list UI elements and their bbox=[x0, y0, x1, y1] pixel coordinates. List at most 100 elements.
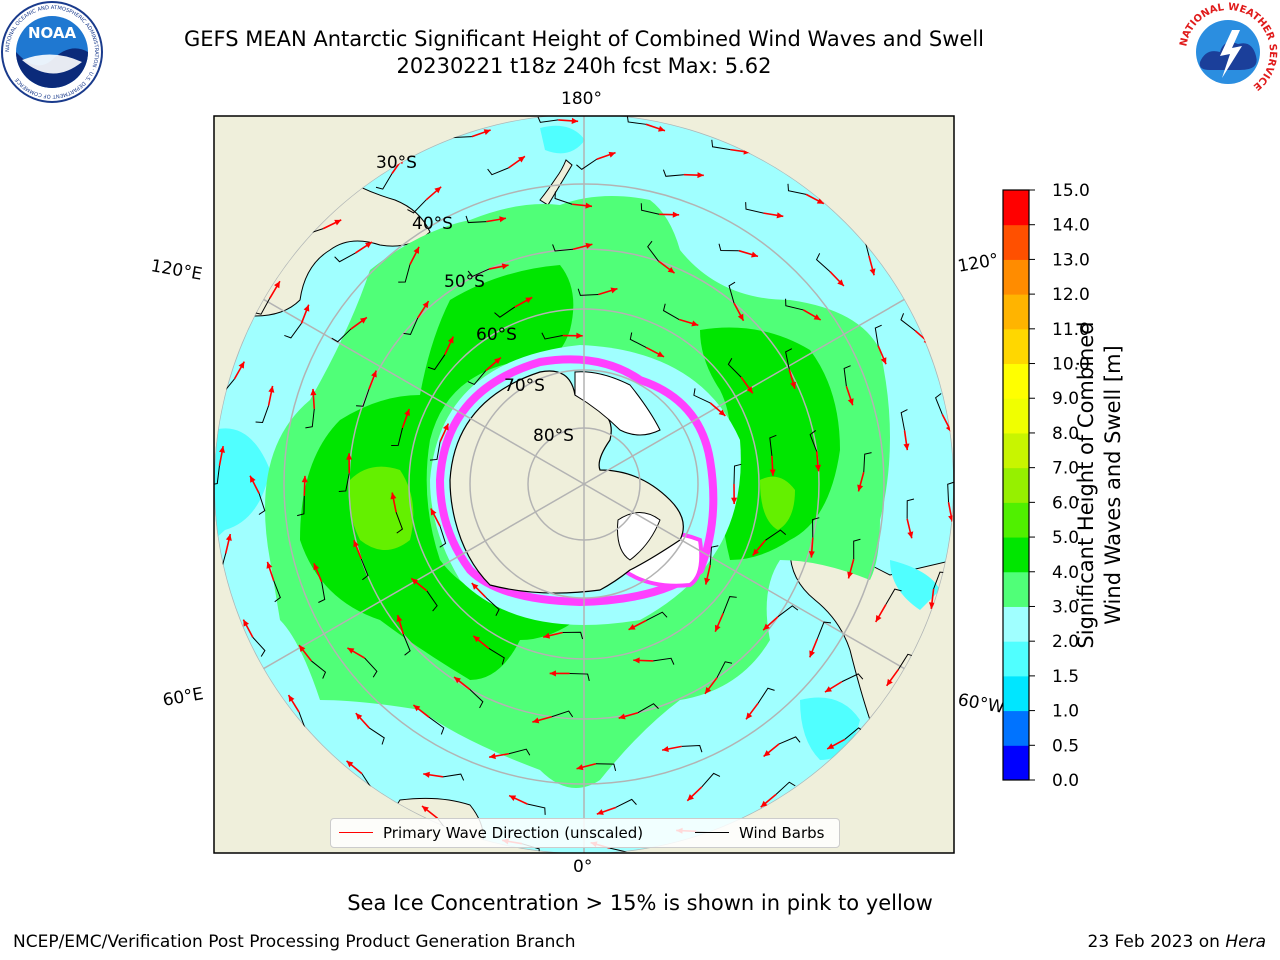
colorbar-tick-label: 1.0 bbox=[1052, 702, 1079, 722]
colorbar-tick-label: 10.0 bbox=[1052, 355, 1090, 375]
wind-barb bbox=[809, 430, 818, 452]
wave-arrowhead bbox=[225, 534, 232, 541]
colorbar-cell bbox=[1003, 571, 1029, 607]
lat-label-60s: 60°S bbox=[476, 325, 517, 345]
swell-5-6m-west bbox=[348, 466, 414, 550]
wave-arrowhead bbox=[421, 805, 429, 813]
wave-arrowhead bbox=[813, 314, 821, 320]
wave-arrowhead bbox=[752, 548, 760, 556]
wind-barb bbox=[331, 328, 352, 343]
colorbar-tick-label: 0.0 bbox=[1052, 771, 1079, 791]
wind-barb bbox=[467, 370, 487, 386]
wave-arrowhead bbox=[718, 409, 726, 416]
wind-barb bbox=[487, 167, 509, 176]
wave-arrowhead bbox=[543, 632, 551, 639]
colorbar-cell bbox=[1003, 606, 1029, 642]
wave-arrowhead bbox=[268, 385, 275, 393]
wave-arrowhead bbox=[751, 251, 758, 258]
colorbar-cell bbox=[1003, 432, 1029, 469]
wave-arrowhead bbox=[396, 615, 403, 622]
wind-barb bbox=[777, 605, 799, 618]
wave-arrowhead bbox=[880, 357, 887, 365]
wind-barb bbox=[816, 621, 832, 639]
wave-arrowhead bbox=[423, 771, 430, 778]
wind-barb bbox=[640, 203, 660, 215]
lat-label-30s: 30°S bbox=[376, 153, 417, 173]
wave-arrowhead bbox=[473, 635, 481, 643]
wave-arrowhead bbox=[576, 332, 583, 339]
wave-arrowhead bbox=[837, 279, 844, 286]
map-legend: Primary Wave Direction (unscaled) Wind B… bbox=[330, 818, 840, 848]
map-frame bbox=[213, 115, 955, 854]
wind-barb bbox=[693, 388, 711, 404]
wave-arrowhead bbox=[585, 202, 593, 209]
lat-label-50s: 50°S bbox=[444, 272, 485, 292]
wave-arrowhead bbox=[672, 211, 680, 218]
wind-barb bbox=[255, 405, 270, 424]
wave-arrowhead bbox=[313, 563, 320, 571]
colorbar-cell bbox=[1003, 537, 1029, 573]
wave-legend-label: Primary Wave Direction (unscaled) bbox=[383, 824, 644, 842]
wave-arrowhead bbox=[266, 561, 273, 569]
wave-arrowhead bbox=[737, 313, 744, 321]
wind-barb bbox=[338, 473, 350, 492]
colorbar-tick-label: 2.0 bbox=[1052, 632, 1079, 652]
wind-barb bbox=[403, 317, 419, 335]
wave-arrowhead bbox=[760, 800, 768, 808]
wind-barb bbox=[398, 264, 411, 283]
wave-arrowhead bbox=[525, 297, 533, 304]
wave-arrowhead bbox=[288, 695, 295, 703]
colorbar-tick-label: 7.0 bbox=[1052, 459, 1079, 479]
wave-arrowhead bbox=[301, 475, 308, 483]
wind-barb bbox=[334, 252, 356, 263]
wind-barb bbox=[252, 636, 266, 657]
wind-barb bbox=[815, 253, 831, 272]
wave-arrowhead bbox=[704, 577, 711, 585]
nws-logo: NATIONAL WEATHER SERVICE bbox=[1178, 2, 1278, 102]
wind-barb bbox=[375, 173, 393, 190]
wave-arrowhead bbox=[365, 242, 372, 249]
wave-arrowhead bbox=[928, 602, 936, 609]
wave-arrowhead bbox=[303, 304, 310, 312]
wave-arrowhead bbox=[576, 764, 584, 771]
wave-arrowhead bbox=[404, 409, 410, 416]
wind-barb bbox=[284, 323, 302, 339]
colorbar-cell bbox=[1003, 363, 1029, 399]
wave-arrowhead bbox=[549, 670, 556, 677]
wave-arrowhead bbox=[746, 386, 753, 394]
wave-arrowhead bbox=[250, 475, 256, 483]
wind-barb bbox=[701, 772, 721, 788]
wind-barb bbox=[427, 354, 446, 371]
wave-arrowhead bbox=[274, 281, 280, 289]
wind-barb bbox=[637, 703, 659, 714]
barb-legend-line bbox=[695, 832, 729, 833]
wind-barb bbox=[662, 303, 680, 320]
wave-arrowhead bbox=[704, 686, 712, 694]
colorbar-tick-label: 14.0 bbox=[1052, 216, 1090, 236]
wave-arrowhead bbox=[494, 357, 501, 364]
wave-arrowhead bbox=[499, 216, 506, 223]
wind-barb bbox=[562, 631, 584, 640]
wind-barb bbox=[718, 243, 739, 252]
wind-barb bbox=[722, 596, 737, 614]
wave-arrowhead bbox=[903, 443, 910, 451]
colorbar-cell bbox=[1003, 224, 1029, 260]
footer-host: Hera bbox=[1225, 932, 1266, 952]
wave-arrowhead bbox=[763, 750, 771, 757]
wind-barb bbox=[494, 306, 516, 318]
wind-barb bbox=[785, 348, 793, 370]
wind-barb bbox=[391, 427, 403, 447]
colorbar-cell bbox=[1003, 328, 1029, 365]
wave-arrowhead bbox=[454, 676, 461, 684]
wave-arrowhead bbox=[518, 156, 525, 163]
wave-arrowhead bbox=[371, 370, 377, 378]
wave-arrowhead bbox=[509, 795, 517, 801]
wave-arrowhead bbox=[610, 287, 618, 294]
wind-barb bbox=[469, 689, 484, 709]
wind-barb bbox=[681, 745, 703, 753]
ross-ice-shelf bbox=[574, 371, 661, 436]
wave-arrowhead bbox=[697, 172, 704, 179]
wave-arrowhead bbox=[814, 464, 821, 472]
wave-arrowhead bbox=[907, 531, 914, 539]
wave-arrowhead bbox=[310, 388, 317, 396]
